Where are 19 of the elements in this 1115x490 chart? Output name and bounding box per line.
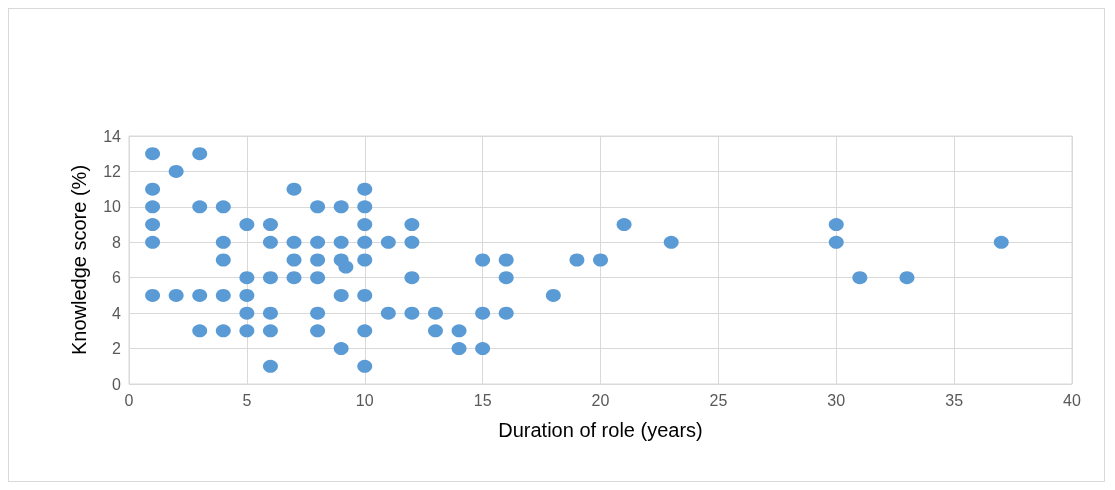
y-axis-title: Knowledge score (%): [68, 164, 90, 356]
x-tick-label: 15: [473, 391, 492, 409]
y-tick-label: 14: [103, 127, 122, 145]
y-tick-label: 2: [112, 340, 122, 358]
x-tick-label: 25: [709, 391, 728, 409]
x-axis-title: Duration of role (years): [498, 419, 703, 441]
y-tick-label: 4: [112, 304, 122, 322]
y-tick-label: 12: [103, 162, 122, 180]
x-tick-label: 5: [242, 391, 252, 409]
x-tick-label: 40: [1063, 391, 1081, 409]
x-tick-label: 10: [355, 391, 374, 409]
x-tick-label: 30: [827, 391, 846, 409]
y-tick-label: 10: [103, 198, 122, 216]
x-tick-label: 0: [124, 391, 134, 409]
y-tick-label: 0: [112, 375, 122, 393]
x-tick-label: 20: [591, 391, 610, 409]
y-tick-label: 8: [112, 233, 122, 251]
x-tick-label: 35: [945, 391, 964, 409]
y-tick-label: 6: [112, 269, 122, 287]
